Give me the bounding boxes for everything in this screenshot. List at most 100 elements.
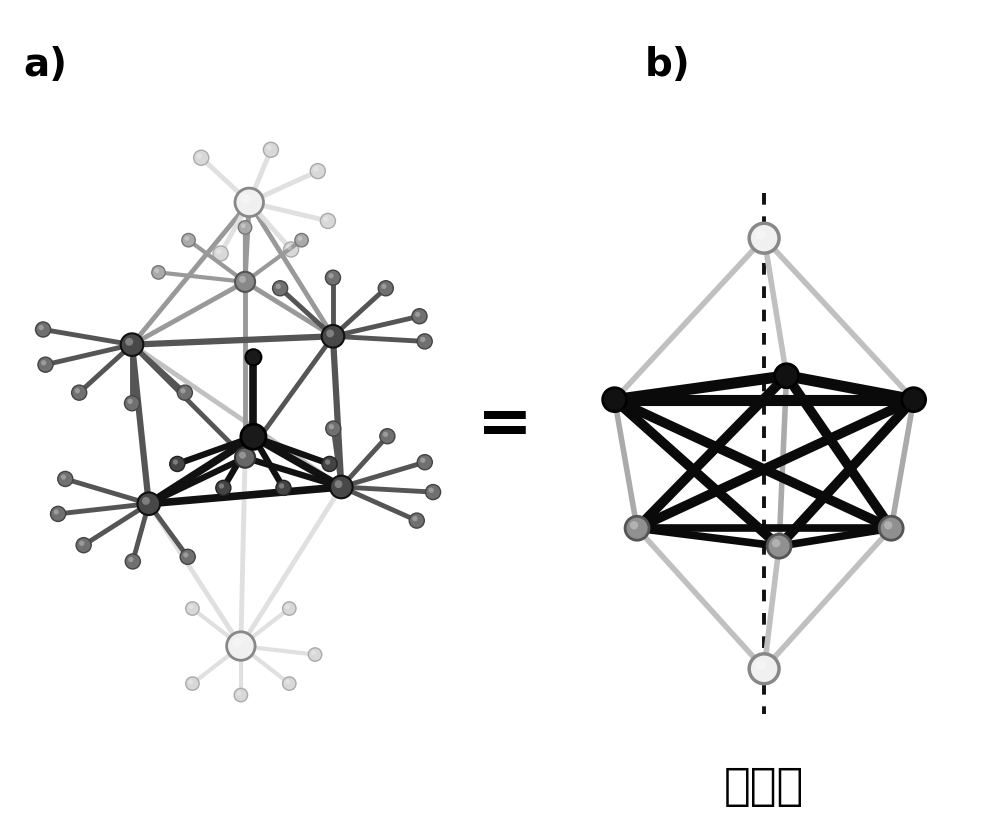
Circle shape	[79, 541, 84, 546]
Circle shape	[245, 349, 261, 365]
Circle shape	[41, 360, 46, 365]
Circle shape	[239, 452, 246, 459]
Circle shape	[775, 364, 799, 388]
Circle shape	[283, 677, 296, 690]
Circle shape	[429, 487, 434, 493]
Circle shape	[124, 396, 140, 411]
Circle shape	[75, 388, 80, 393]
Circle shape	[170, 456, 185, 471]
Circle shape	[625, 517, 649, 540]
Circle shape	[36, 322, 51, 337]
Circle shape	[216, 480, 231, 496]
Circle shape	[241, 424, 266, 449]
Circle shape	[415, 312, 420, 317]
Circle shape	[417, 454, 432, 470]
Circle shape	[76, 538, 91, 553]
Circle shape	[420, 337, 425, 342]
Circle shape	[51, 507, 66, 522]
Circle shape	[902, 388, 926, 412]
Circle shape	[287, 245, 292, 250]
Circle shape	[308, 648, 322, 661]
Circle shape	[755, 659, 766, 670]
Circle shape	[322, 325, 344, 348]
Circle shape	[285, 605, 290, 609]
Circle shape	[285, 680, 290, 685]
Circle shape	[266, 145, 272, 150]
Circle shape	[213, 246, 228, 261]
Circle shape	[197, 153, 202, 159]
Circle shape	[238, 221, 252, 234]
Circle shape	[227, 632, 255, 660]
Circle shape	[313, 166, 319, 172]
Circle shape	[234, 688, 248, 701]
Circle shape	[755, 229, 766, 239]
Circle shape	[137, 492, 160, 515]
Circle shape	[121, 333, 143, 356]
Circle shape	[219, 483, 224, 489]
Circle shape	[412, 308, 427, 323]
Circle shape	[216, 249, 221, 255]
Circle shape	[237, 691, 242, 696]
Circle shape	[326, 421, 341, 436]
Circle shape	[235, 448, 255, 468]
Circle shape	[39, 325, 44, 330]
Circle shape	[154, 269, 159, 273]
Circle shape	[378, 281, 393, 296]
Circle shape	[749, 223, 779, 253]
Circle shape	[325, 270, 340, 286]
Circle shape	[412, 516, 418, 522]
Circle shape	[311, 650, 316, 655]
Circle shape	[276, 480, 291, 496]
Circle shape	[235, 188, 263, 217]
Circle shape	[884, 521, 892, 529]
Circle shape	[72, 385, 87, 400]
Circle shape	[335, 480, 342, 488]
Circle shape	[295, 234, 308, 247]
Circle shape	[326, 329, 334, 338]
Circle shape	[879, 517, 903, 540]
Circle shape	[325, 459, 330, 465]
Circle shape	[128, 557, 134, 562]
Circle shape	[239, 276, 246, 283]
Circle shape	[173, 459, 178, 465]
Circle shape	[235, 272, 255, 292]
Circle shape	[232, 638, 242, 648]
Circle shape	[186, 677, 199, 690]
Circle shape	[125, 554, 140, 569]
Text: 三次轴: 三次轴	[724, 765, 804, 808]
Circle shape	[241, 223, 246, 228]
Circle shape	[183, 553, 188, 558]
Circle shape	[630, 521, 638, 529]
Circle shape	[767, 534, 791, 558]
Circle shape	[180, 549, 195, 564]
Circle shape	[328, 273, 334, 278]
Circle shape	[241, 194, 251, 204]
Circle shape	[380, 428, 395, 444]
Circle shape	[58, 471, 73, 486]
Circle shape	[383, 432, 388, 437]
Circle shape	[152, 265, 165, 279]
Circle shape	[188, 605, 193, 609]
Circle shape	[185, 236, 189, 241]
Circle shape	[127, 399, 133, 404]
Circle shape	[283, 601, 296, 615]
Circle shape	[54, 509, 59, 515]
Circle shape	[323, 217, 329, 222]
Circle shape	[417, 333, 432, 349]
Circle shape	[426, 485, 441, 500]
Text: b): b)	[645, 46, 690, 84]
Circle shape	[409, 513, 424, 528]
Circle shape	[322, 456, 337, 471]
Circle shape	[177, 385, 192, 400]
Circle shape	[263, 142, 278, 157]
Circle shape	[749, 654, 779, 684]
Circle shape	[61, 475, 66, 480]
Circle shape	[188, 680, 193, 685]
Circle shape	[38, 357, 53, 372]
Circle shape	[276, 284, 281, 289]
Text: a): a)	[24, 46, 68, 84]
Circle shape	[603, 388, 627, 412]
Text: =: =	[477, 392, 533, 458]
Circle shape	[320, 213, 335, 228]
Circle shape	[330, 475, 353, 498]
